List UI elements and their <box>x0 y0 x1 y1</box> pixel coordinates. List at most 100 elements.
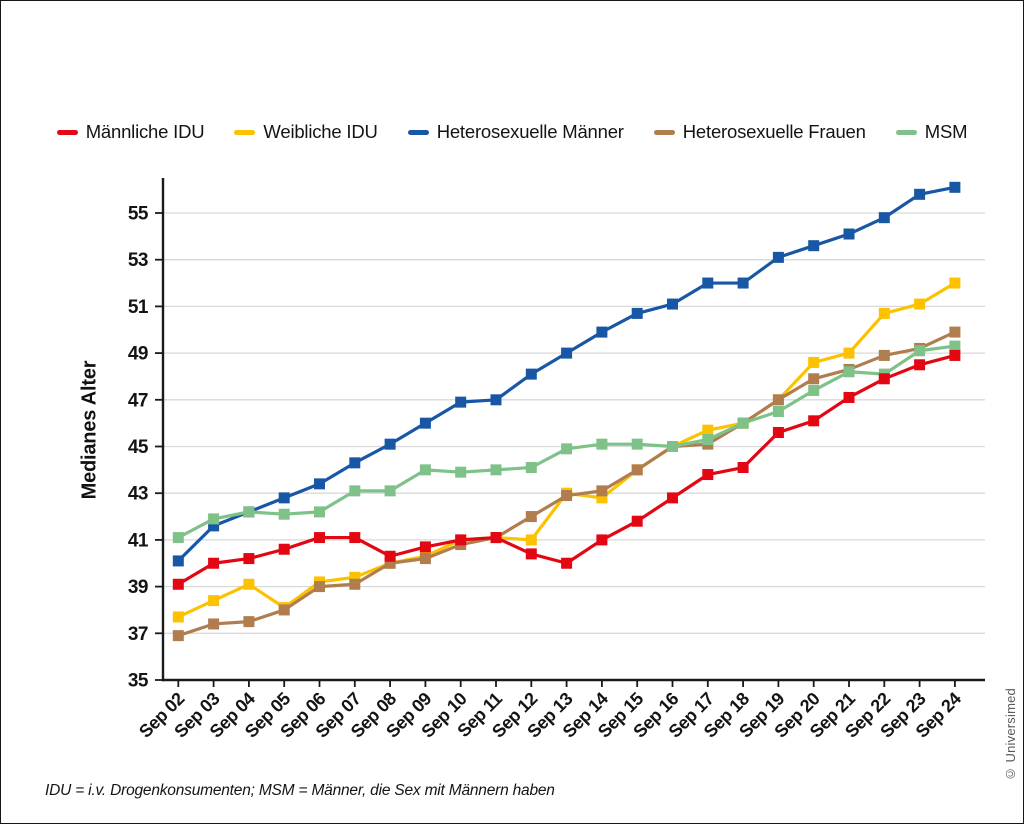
data-point-marker <box>596 492 608 504</box>
data-point-marker <box>349 571 361 583</box>
data-point-marker <box>702 424 714 436</box>
series-line <box>177 353 956 586</box>
data-point-marker <box>737 277 749 289</box>
y-tick-label: 43 <box>128 484 148 505</box>
data-point-marker <box>490 464 502 476</box>
data-point-marker <box>878 212 890 224</box>
data-point-marker <box>455 534 467 546</box>
y-tick-labels: 35 37 39 41 43 45 47 49 51 53 55 <box>128 204 163 692</box>
data-point-marker <box>243 553 255 565</box>
data-point-marker <box>314 581 325 593</box>
axes <box>161 177 985 682</box>
data-point-marker <box>172 630 184 642</box>
y-tick-label: 55 <box>128 204 149 225</box>
legend-item-2: Weibliche IDU <box>234 121 378 143</box>
data-point-marker <box>278 492 290 504</box>
chart-legend: Männliche IDU Weibliche IDU Heterosexuelle… <box>0 114 1024 150</box>
legend-color-dash <box>895 129 917 135</box>
data-point-marker <box>631 464 643 476</box>
data-point-marker <box>772 251 784 263</box>
series-line <box>177 185 956 563</box>
chart-footnote: IDU = i.v. Drogenkonsumenten; MSM = Männ… <box>45 782 555 799</box>
data-point-marker <box>667 441 678 452</box>
y-tick-label: 53 <box>128 250 148 271</box>
data-point-marker <box>843 228 855 240</box>
data-point-marker <box>384 550 396 562</box>
data-point-marker <box>172 555 184 567</box>
legend-color-dash <box>653 129 675 135</box>
data-point-marker <box>949 349 961 361</box>
data-point-marker <box>808 240 820 252</box>
y-axis-title: Medianes Alter <box>78 360 101 500</box>
legend-item-1: Männliche IDU <box>56 121 205 143</box>
data-point-marker <box>949 277 961 289</box>
data-point-marker <box>914 298 926 310</box>
data-point-marker <box>525 548 537 560</box>
data-point-marker <box>278 604 290 616</box>
data-point-marker <box>455 396 467 408</box>
data-point-marker <box>878 349 890 361</box>
data-point-marker <box>278 543 290 555</box>
data-point-marker <box>878 373 890 385</box>
data-point-marker <box>384 438 396 450</box>
y-tick-label: 47 <box>128 390 148 411</box>
data-point-marker <box>702 469 714 481</box>
legend-color-dash <box>56 129 78 135</box>
data-point-marker <box>914 359 926 371</box>
legend-label: Heterosexuelle Männer <box>436 121 624 142</box>
legend-label: Männliche IDU <box>85 121 205 142</box>
data-point-marker <box>208 595 220 607</box>
gridlines <box>163 212 985 634</box>
data-point-marker <box>737 417 749 429</box>
data-point-marker <box>243 616 255 628</box>
series-5 <box>172 340 961 544</box>
copyright-credit: © Universimed <box>1003 688 1018 782</box>
data-point-marker <box>631 515 643 527</box>
data-point-marker <box>631 307 643 319</box>
data-point-marker <box>949 181 961 193</box>
data-point-marker <box>208 513 220 525</box>
y-tick-label: 51 <box>128 297 149 318</box>
data-point-marker <box>702 433 714 445</box>
legend-color-dash <box>407 129 429 135</box>
data-point-marker <box>667 492 678 504</box>
data-point-marker <box>561 347 573 359</box>
data-point-marker <box>596 326 608 338</box>
legend-label: Heterosexuelle Frauen <box>682 121 866 142</box>
data-point-marker <box>419 417 431 429</box>
data-point-marker <box>561 490 573 502</box>
data-point-marker <box>949 326 961 338</box>
data-point-marker <box>349 578 361 590</box>
data-point-marker <box>243 506 255 518</box>
data-point-marker <box>490 532 502 544</box>
data-point-marker <box>384 485 396 497</box>
data-point-marker <box>808 415 820 427</box>
data-point-marker <box>561 443 573 455</box>
legend-item-5: MSM <box>895 121 967 143</box>
data-point-marker <box>808 384 820 396</box>
series-line <box>177 344 956 539</box>
series-1 <box>172 349 961 590</box>
data-point-marker <box>349 532 361 544</box>
y-tick-label: 39 <box>128 577 148 598</box>
data-point-marker <box>596 485 608 497</box>
data-point-marker <box>772 405 784 417</box>
data-point-marker <box>419 464 431 476</box>
data-point-marker <box>314 532 325 544</box>
data-point-marker <box>172 578 184 590</box>
data-point-marker <box>384 557 396 569</box>
data-point-marker <box>525 511 537 523</box>
data-point-marker <box>278 508 290 520</box>
data-point-marker <box>490 394 502 406</box>
data-point-marker <box>208 520 220 532</box>
data-point-marker <box>561 557 573 569</box>
data-point-marker <box>243 578 255 590</box>
data-point-marker <box>349 485 361 497</box>
data-point-marker <box>843 391 855 403</box>
data-point-marker <box>208 557 220 569</box>
data-point-marker <box>314 506 325 518</box>
data-point-marker <box>843 347 855 359</box>
data-point-marker <box>949 340 961 352</box>
